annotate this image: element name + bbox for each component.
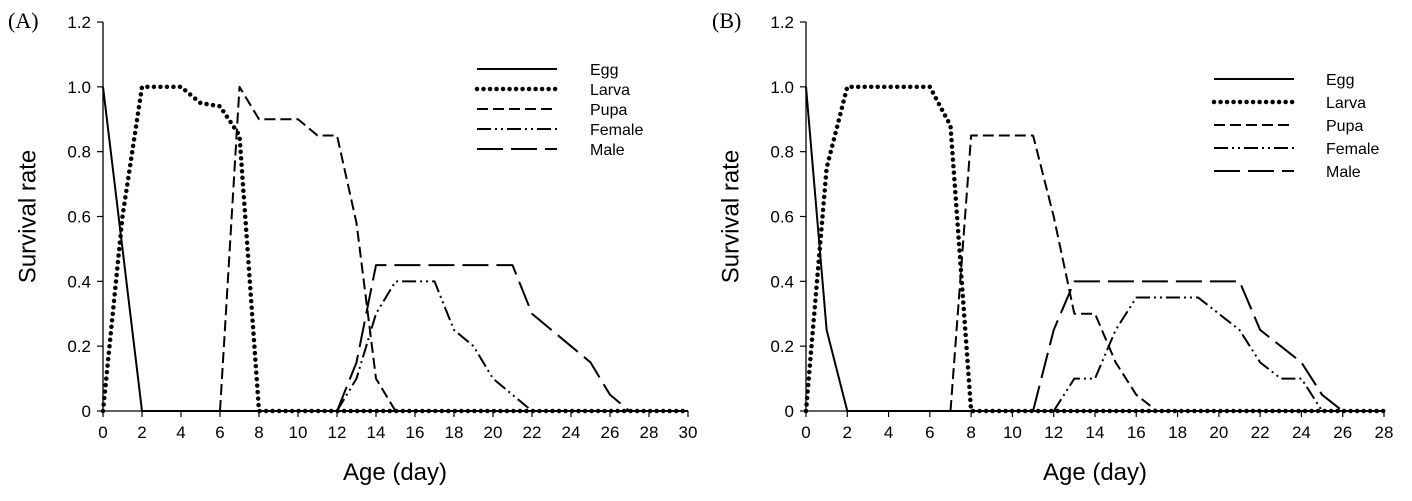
x-tick-label: 28 [640, 423, 659, 442]
x-tick-label: 24 [562, 423, 581, 442]
y-tick-label: 0 [82, 402, 91, 421]
x-tick-label: 2 [843, 423, 852, 442]
x-tick-label: 18 [445, 423, 464, 442]
x-tick-label: 28 [1375, 423, 1394, 442]
x-tick-label: 16 [1127, 423, 1146, 442]
x-tick-label: 12 [328, 423, 347, 442]
x-tick-label: 30 [679, 423, 698, 442]
x-tick-label: 4 [884, 423, 893, 442]
x-tick-label: 10 [1003, 423, 1022, 442]
y-tick-label: 0.4 [770, 272, 794, 291]
x-tick-label: 0 [98, 423, 107, 442]
legend-label-female: Female [590, 122, 643, 139]
x-tick-label: 12 [1044, 423, 1063, 442]
x-tick-label: 8 [254, 423, 263, 442]
legend-label-egg: Egg [1326, 72, 1354, 89]
x-tick-label: 14 [367, 423, 386, 442]
series-line-pupa [219, 85, 688, 412]
x-tick-label: 6 [215, 423, 224, 442]
x-tick-label: 20 [1209, 423, 1228, 442]
y-axis-title: Survival rate [14, 150, 41, 283]
series-line-larva [803, 84, 1387, 414]
x-tick-label: 8 [966, 423, 975, 442]
legend: Egg Larva Pupa Female Male [474, 62, 643, 159]
x-tick-label: 14 [1086, 423, 1105, 442]
x-tick-label: 0 [801, 423, 810, 442]
chart-panel-2: (B)00.20.40.60.81.01.20 2 4 6 8 10 12 14 16 18 20 2… [712, 8, 1393, 486]
y-tick-label: 0.8 [67, 143, 91, 162]
legend-label-larva: Larva [1326, 95, 1366, 112]
x-tick-label: 20 [484, 423, 503, 442]
series-line-pupa [949, 134, 1384, 412]
legend-label-female: Female [1326, 141, 1379, 158]
y-tick-label: 0.6 [67, 208, 91, 227]
y-tick-label: 0 [785, 402, 794, 421]
legend-label-male: Male [590, 142, 625, 159]
series-line-male [1032, 280, 1344, 412]
x-tick-label: 16 [406, 423, 425, 442]
y-tick-label: 1.2 [770, 13, 794, 32]
x-tick-label: 6 [925, 423, 934, 442]
x-tick-label: 18 [1168, 423, 1187, 442]
series-line-larva [100, 84, 691, 414]
x-tick-label: 4 [176, 423, 185, 442]
series-line-female [336, 280, 688, 412]
x-tick-label: 22 [523, 423, 542, 442]
y-tick-label: 1.2 [67, 13, 91, 32]
chart-panel-1: (A)00.20.40.60.81.01.20 2 4 6 8 10 12 14 16 18 20 2… [8, 8, 697, 486]
legend-label-pupa: Pupa [590, 102, 627, 119]
y-tick-label: 0.2 [67, 337, 91, 356]
x-axis-title: Age (day) [343, 459, 447, 486]
y-tick-label: 0.6 [770, 208, 794, 227]
series-line-male [336, 264, 631, 412]
panel-label: (B) [712, 8, 741, 33]
series-line-female [1052, 296, 1343, 412]
legend-label-larva: Larva [590, 82, 630, 99]
x-tick-label: 24 [1292, 423, 1311, 442]
panel-label: (A) [8, 8, 39, 33]
legend-label-pupa: Pupa [1326, 118, 1363, 135]
x-axis-title: Age (day) [1043, 459, 1147, 486]
legend-label-egg: Egg [590, 62, 618, 79]
x-tick-label: 26 [601, 423, 620, 442]
x-tick-label: 2 [137, 423, 146, 442]
series-line-egg [805, 86, 1384, 412]
legend: Egg Larva Pupa Female Male [1211, 72, 1379, 181]
y-tick-label: 1.0 [770, 78, 794, 97]
x-tick-label: 22 [1251, 423, 1270, 442]
y-axis-title: Survival rate [717, 150, 744, 283]
legend-label-male: Male [1326, 164, 1361, 181]
x-tick-label: 10 [289, 423, 308, 442]
y-tick-label: 0.8 [770, 143, 794, 162]
y-tick-label: 1.0 [67, 78, 91, 97]
y-tick-label: 0.4 [67, 272, 91, 291]
x-tick-label: 26 [1333, 423, 1352, 442]
y-tick-label: 0.2 [770, 337, 794, 356]
